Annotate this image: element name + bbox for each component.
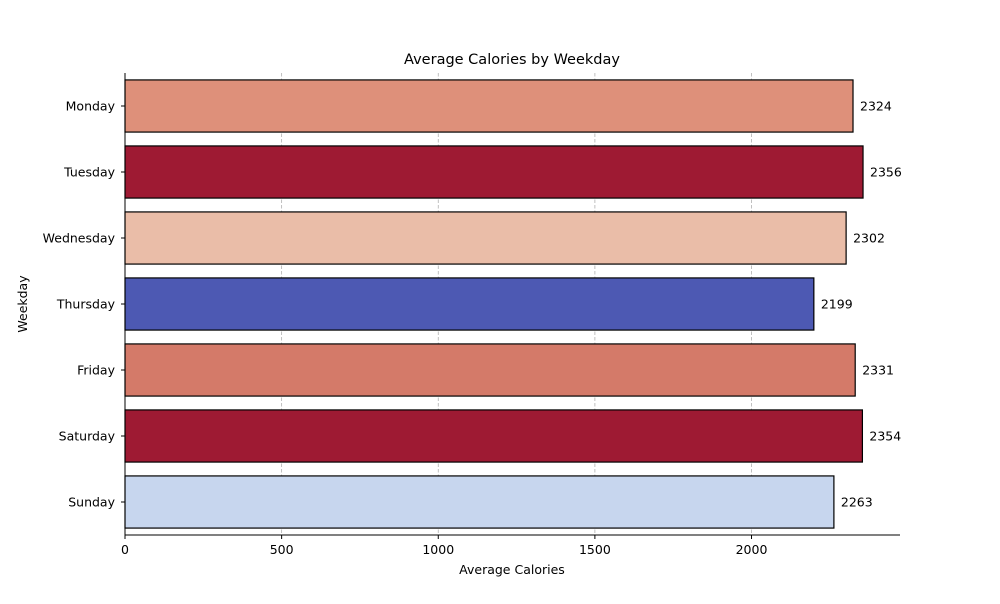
x-tick-label: 0 (121, 542, 129, 557)
bar-monday (124, 79, 854, 133)
data-label: 2302 (853, 231, 885, 246)
y-tick-label: Thursday (56, 297, 116, 312)
x-tick-label: 1500 (579, 542, 611, 557)
bars (124, 79, 864, 529)
data-label: 2356 (870, 165, 902, 180)
data-labels: 2324 2356 2302 2199 2331 2354 2263 (821, 99, 902, 510)
x-tick-label: 1000 (422, 542, 454, 557)
y-tick-label: Monday (66, 99, 116, 114)
bar-tuesday (124, 145, 864, 199)
chart-title: Average Calories by Weekday (404, 52, 620, 68)
bar-sunday (124, 475, 835, 529)
data-label: 2331 (862, 363, 894, 378)
y-axis-label: Weekday (15, 275, 30, 333)
x-tick-labels: 0 500 1000 1500 2000 (121, 535, 767, 557)
x-axis-label: Average Calories (459, 562, 565, 577)
x-tick-label: 500 (270, 542, 294, 557)
data-label: 2354 (869, 429, 901, 444)
y-tick-label: Sunday (68, 495, 115, 510)
x-tick-label: 2000 (736, 542, 768, 557)
data-label: 2324 (860, 99, 892, 114)
y-tick-label: Friday (77, 363, 115, 378)
bar-saturday (124, 409, 864, 463)
bar-wednesday (124, 211, 847, 265)
data-label: 2199 (821, 297, 853, 312)
y-tick-label: Wednesday (43, 231, 116, 246)
bar-thursday (124, 277, 815, 331)
bar-friday (124, 343, 856, 397)
y-tick-label: Tuesday (63, 165, 115, 180)
y-tick-labels: Monday Tuesday Wednesday Thursday Friday Satu… (43, 99, 125, 510)
data-label: 2263 (841, 495, 873, 510)
y-tick-label: Saturday (59, 429, 116, 444)
